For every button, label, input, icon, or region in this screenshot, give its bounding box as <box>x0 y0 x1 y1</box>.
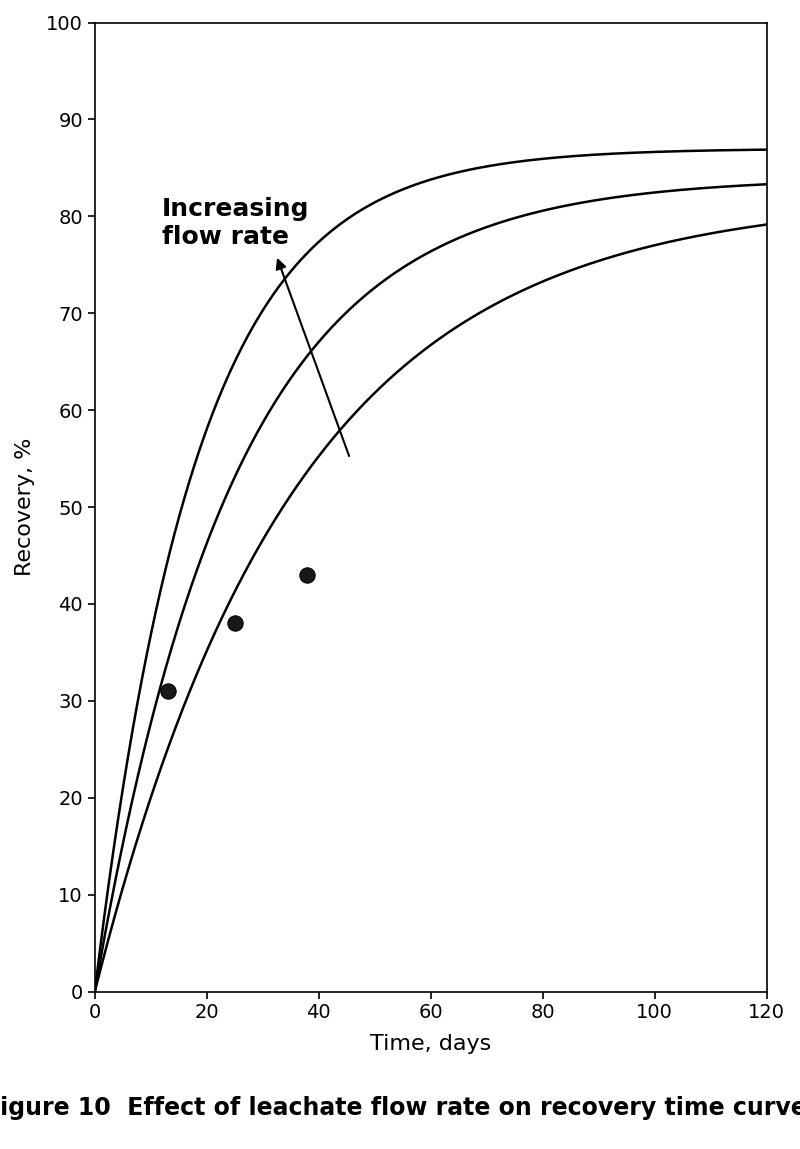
X-axis label: Time, days: Time, days <box>370 1034 491 1054</box>
Y-axis label: Recovery, %: Recovery, % <box>15 438 35 577</box>
Text: Increasing
flow rate: Increasing flow rate <box>162 196 310 248</box>
Text: Figure 10  Effect of leachate flow rate on recovery time curve.: Figure 10 Effect of leachate flow rate o… <box>0 1096 800 1120</box>
